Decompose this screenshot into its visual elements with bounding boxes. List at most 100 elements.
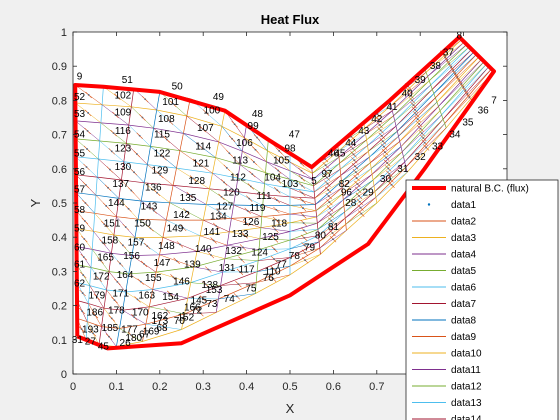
node-label: 156 [123,251,140,262]
node-label: 52 [74,92,86,103]
node-label: 158 [102,236,119,247]
node-label: 146 [173,277,190,288]
node-label: 104 [264,172,281,183]
node-label: 77 [276,260,288,271]
node-label: 44 [345,138,357,149]
node-label: 72 [191,306,203,317]
legend-entry: data2 [451,217,476,228]
node-label: 108 [158,114,175,125]
node-label: 134 [210,212,227,223]
node-label: 135 [180,193,197,204]
node-label: 112 [230,172,246,183]
x-tick-label: 0.2 [152,381,167,393]
node-label: 9 [77,71,83,82]
node-label: 45 [98,342,110,353]
legend-entry: data5 [451,266,476,277]
node-label: 102 [115,90,132,101]
node-label: 141 [204,227,221,238]
x-tick-label: 0.4 [239,381,254,393]
legend-entry: data6 [451,283,476,294]
node-label: 178 [108,306,125,317]
node-label: 101 [162,97,179,108]
node-label: 57 [74,184,86,195]
node-label: 107 [197,123,214,134]
node-label: 58 [74,205,86,216]
node-label: 79 [304,242,316,253]
node-label: 122 [154,148,171,159]
node-label: 132 [225,246,242,257]
x-tick-label: 0.5 [282,381,297,393]
node-label: 143 [141,201,158,212]
node-label: 111 [256,191,272,202]
node-label: 99 [248,121,260,132]
node-label: 129 [151,166,168,177]
node-label: 136 [145,183,162,194]
node-label: 37 [443,48,455,59]
node-label: 60 [74,242,86,253]
legend-entry: data1 [451,200,476,211]
node-label: 48 [252,109,264,120]
node-label: 119 [249,203,265,214]
node-label: 142 [173,210,190,221]
y-tick-label: 0.2 [52,301,67,313]
node-label: 113 [232,155,248,166]
legend-entry: data9 [451,332,476,343]
node-label: 154 [162,292,179,303]
y-tick-label: 0.8 [52,95,67,107]
node-label: 61 [74,260,86,271]
node-label: 34 [449,130,461,141]
x-tick-label: 0.3 [196,381,211,393]
node-label: 133 [232,229,249,240]
legend-entry: data11 [451,365,481,376]
node-label: 41 [386,102,398,113]
node-label: 42 [371,114,383,125]
node-label: 137 [112,179,129,190]
node-label: 115 [154,130,170,141]
y-tick-label: 0.3 [52,266,67,278]
node-label: 31 [397,164,409,175]
node-label: 76 [263,273,275,284]
node-label: 51 [122,75,134,86]
node-label: 121 [193,159,210,170]
node-label: 130 [115,162,132,173]
node-label: 40 [402,89,414,100]
y-axis-label: Y [28,198,43,207]
node-label: 147 [154,258,171,269]
legend-entry: data3 [451,233,476,244]
node-label: 155 [145,273,162,284]
node-label: 43 [358,126,370,137]
node-label: 157 [128,237,145,248]
x-tick-label: 0 [70,381,76,393]
node-label: 163 [138,290,155,301]
y-tick-label: 0 [61,369,67,381]
legend-entry: data7 [451,299,476,310]
node-label: 148 [158,241,175,252]
x-tick-label: 0.1 [109,381,124,393]
node-label: 124 [251,248,268,259]
legend-entry: data12 [451,382,482,393]
node-label: 165 [97,253,114,264]
node-label: 140 [195,244,212,255]
legend: natural B.C. (flux)data1data2data3data4d… [406,180,558,420]
legend-entry: data14 [451,415,482,420]
node-label: 185 [102,323,119,334]
node-label: 125 [262,232,279,243]
node-label: 26 [120,338,132,349]
node-label: 49 [213,92,225,103]
y-tick-label: 0.7 [52,130,67,142]
node-label: 59 [74,224,86,235]
node-label: 139 [184,260,201,271]
node-label: 32 [415,152,427,163]
legend-entry: data10 [451,349,482,360]
node-label: 27 [85,337,97,348]
node-label: 82 [339,179,351,190]
node-label: 100 [204,106,221,117]
node-label: 29 [363,188,375,199]
node-label: 39 [415,75,427,86]
node-label: 164 [117,270,134,281]
node-label: 150 [134,219,151,230]
legend-entry: natural B.C. (flux) [451,184,529,195]
node-label: 5 [311,176,317,187]
node-label: 74 [224,294,236,305]
node-label: 35 [462,118,474,129]
